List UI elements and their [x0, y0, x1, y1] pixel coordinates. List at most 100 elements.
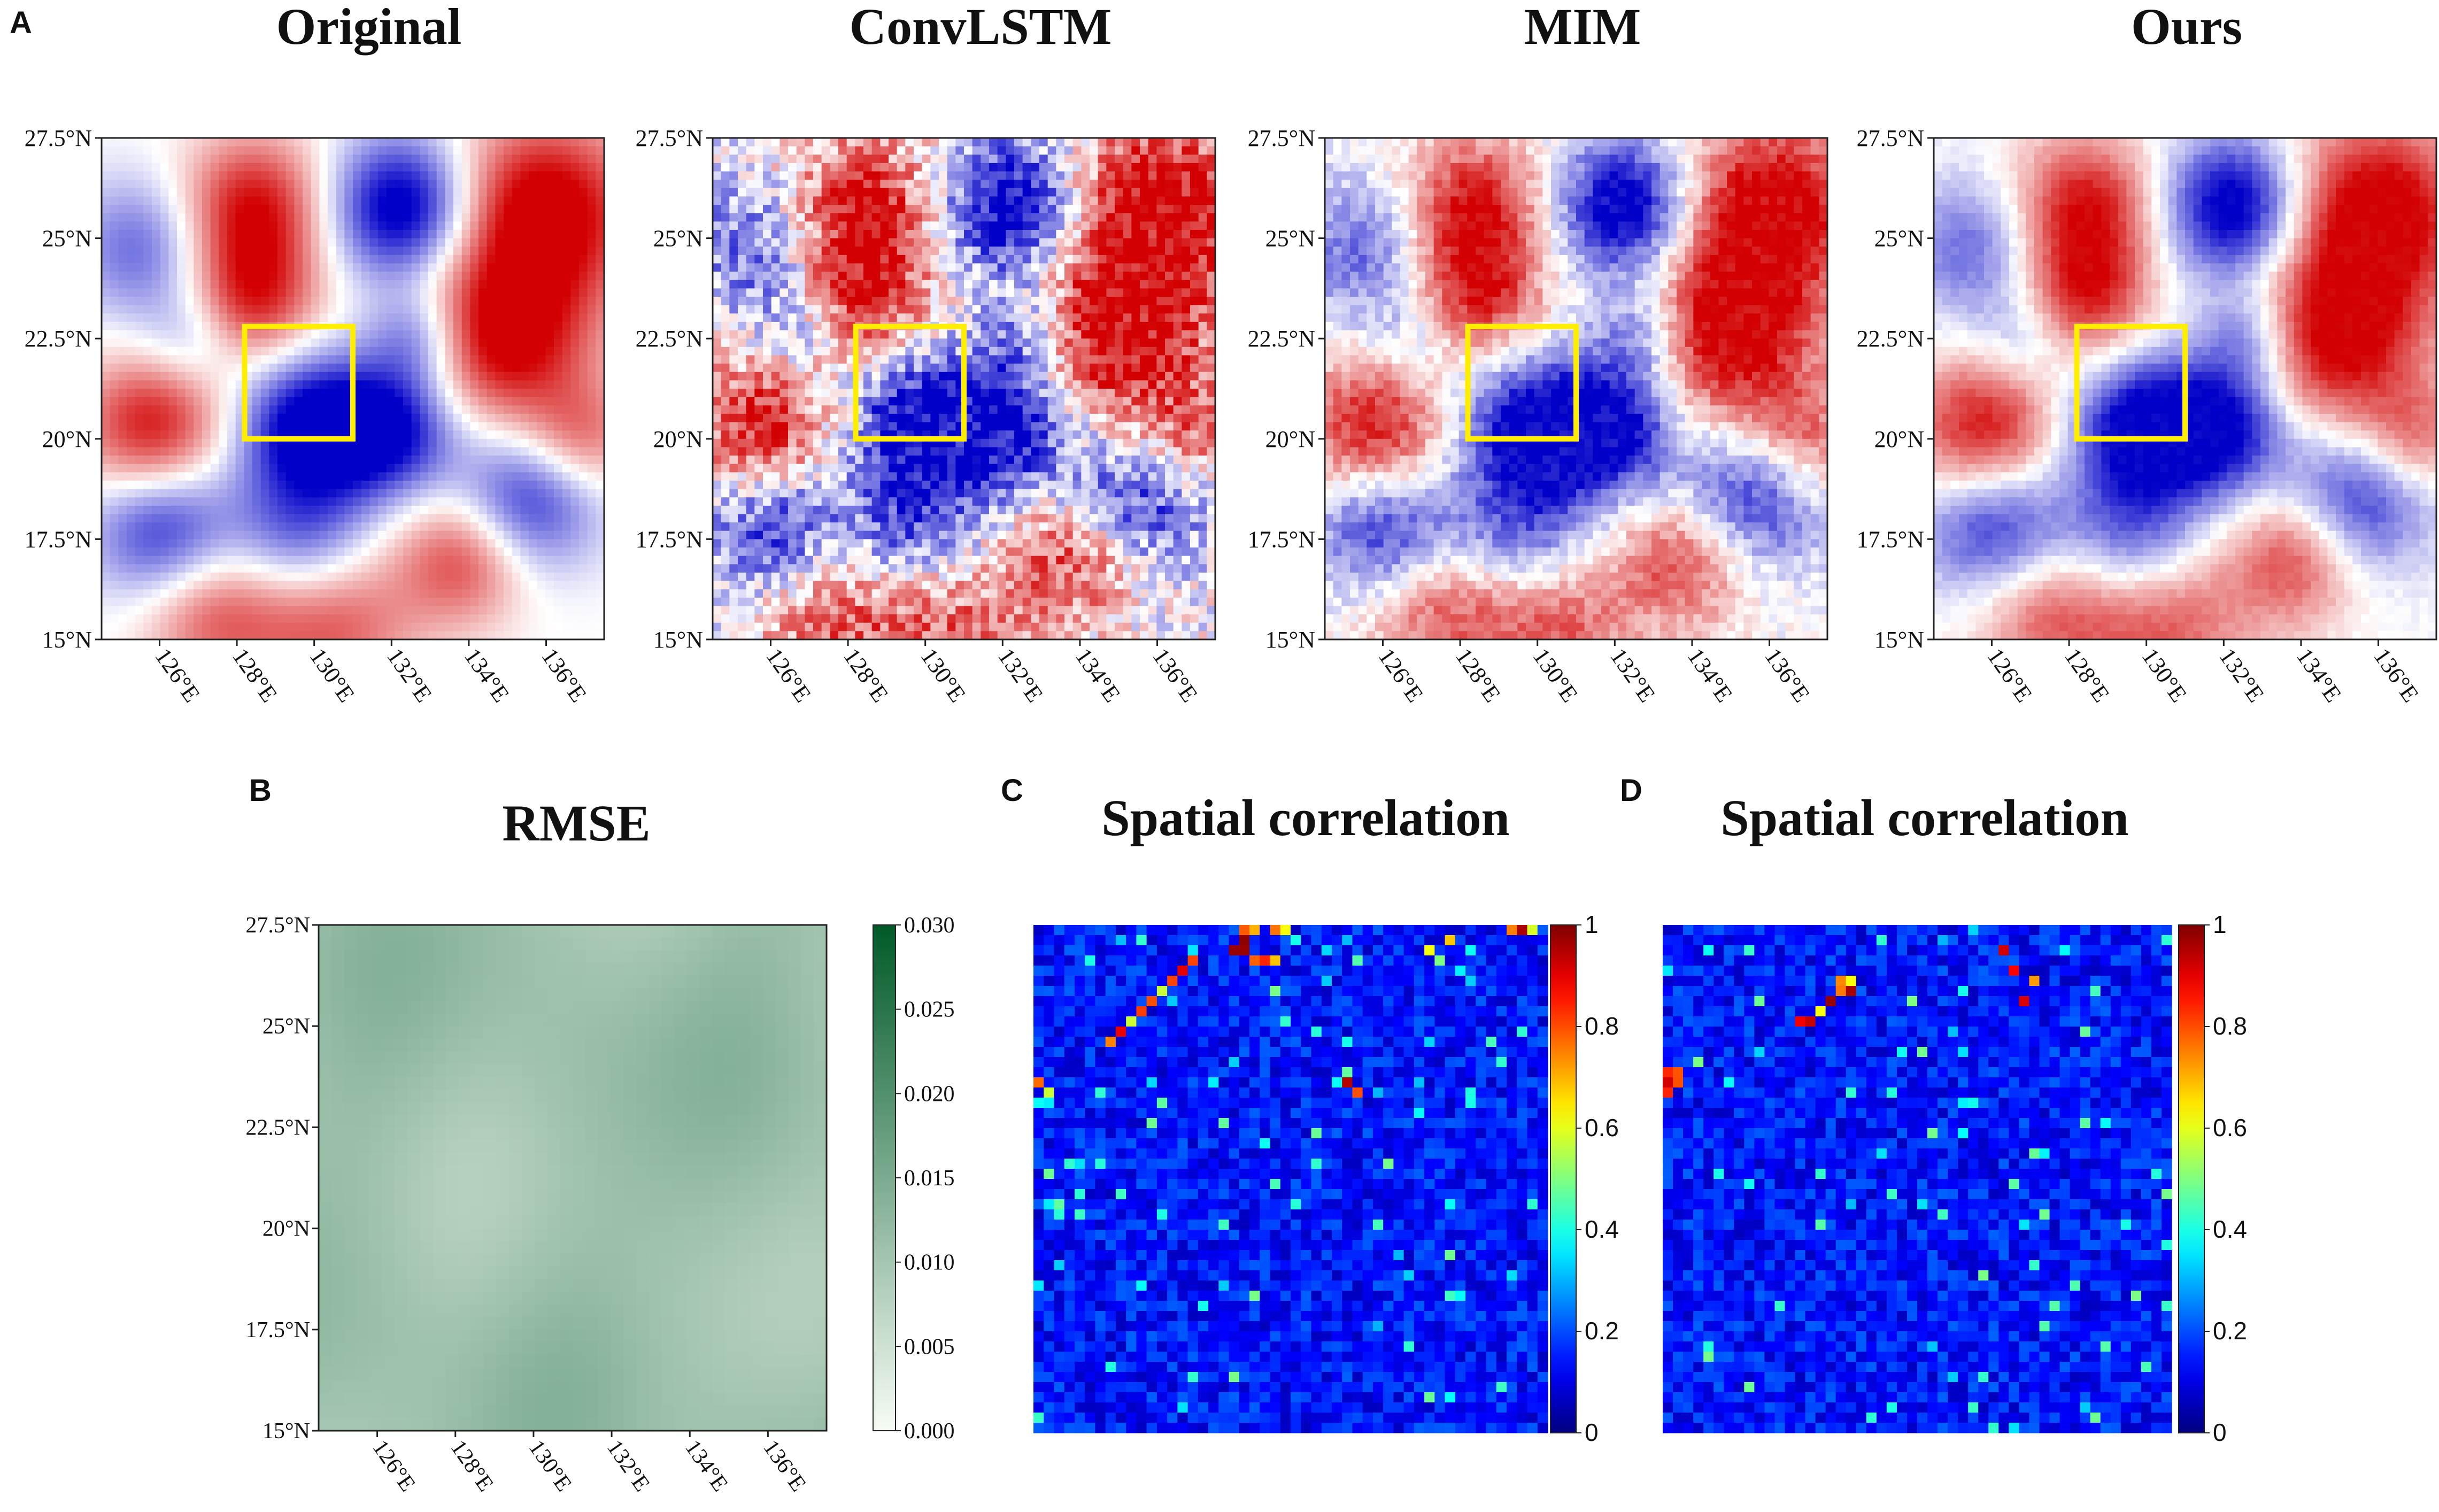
map-cell: [168, 313, 177, 322]
map-cell: [412, 355, 420, 364]
map-cell: [160, 272, 169, 280]
map-cell: [562, 246, 571, 255]
map-cell: [227, 146, 236, 155]
map-cell: [378, 180, 387, 188]
map-cell: [437, 338, 445, 347]
map-cell: [395, 255, 403, 264]
map-cell: [303, 264, 311, 272]
map-cell: [202, 238, 211, 247]
map-cell: [110, 288, 119, 297]
map-cell: [445, 313, 453, 322]
map-cell: [102, 205, 110, 213]
map-cell: [478, 347, 487, 356]
map-cell: [462, 213, 470, 222]
map-cell: [403, 347, 412, 356]
map-cell: [462, 313, 470, 322]
map-cell: [118, 347, 127, 356]
map-cell: [269, 255, 277, 264]
map-cell: [361, 205, 370, 213]
map-cell: [470, 213, 478, 222]
map-cell: [545, 355, 554, 364]
map-cell: [428, 297, 437, 305]
map-cell: [143, 255, 152, 264]
map-cell: [361, 155, 370, 163]
map-cell: [252, 338, 261, 347]
map-cell: [143, 188, 152, 197]
map-cell: [227, 313, 236, 322]
map-cell: [512, 146, 521, 155]
map-cell: [487, 146, 496, 155]
map-cell: [412, 288, 420, 297]
map-cell: [395, 280, 403, 289]
map-cell: [102, 272, 110, 280]
map-cell: [294, 313, 303, 322]
map-cell: [211, 163, 219, 172]
map-cell: [227, 172, 236, 180]
map-cell: [545, 272, 554, 280]
map-cell: [294, 255, 303, 264]
map-cell: [369, 221, 378, 230]
map-cell: [294, 246, 303, 255]
map-cell: [211, 230, 219, 238]
map-cell: [219, 288, 227, 297]
map-cell: [177, 213, 186, 222]
map-cell: [219, 280, 227, 289]
map-cell: [294, 288, 303, 297]
map-cell: [512, 238, 521, 247]
map-cell: [478, 221, 487, 230]
map-cell: [344, 238, 353, 247]
map-cell: [152, 246, 160, 255]
map-cell: [529, 205, 537, 213]
map-cell: [110, 330, 119, 339]
map-cell: [554, 188, 562, 197]
map-cell: [579, 230, 588, 238]
map-cell: [369, 163, 378, 172]
map-cell: [319, 355, 328, 364]
map-cell: [227, 221, 236, 230]
map-cell: [160, 255, 169, 264]
map-cell: [545, 180, 554, 188]
map-cell: [135, 246, 144, 255]
map-cell: [211, 313, 219, 322]
map-cell: [219, 196, 227, 205]
map-cell: [311, 205, 320, 213]
map-cell: [202, 146, 211, 155]
map-cell: [562, 138, 571, 146]
map-cell: [495, 213, 504, 222]
map-cell: [236, 221, 244, 230]
map-cell: [361, 330, 370, 339]
map-cell: [562, 347, 571, 356]
map-cell: [387, 313, 395, 322]
map-cell: [353, 138, 361, 146]
map-cell: [252, 330, 261, 339]
map-cell: [286, 288, 295, 297]
map-cell: [294, 188, 303, 197]
map-cell: [286, 338, 295, 347]
map-cell: [353, 172, 361, 180]
map-cell: [143, 221, 152, 230]
map-cell: [478, 272, 487, 280]
map-cell: [344, 246, 353, 255]
map-cell: [127, 196, 135, 205]
map-cell: [462, 188, 470, 197]
map-cell: [294, 213, 303, 222]
map-cell: [403, 146, 412, 155]
map-cell: [219, 305, 227, 314]
map-cell: [160, 322, 169, 330]
map-cell: [529, 280, 537, 289]
map-cell: [378, 313, 387, 322]
map-cell: [177, 355, 186, 364]
map-cell: [168, 264, 177, 272]
map-cell: [487, 230, 496, 238]
map-cell: [478, 338, 487, 347]
map-cell: [470, 297, 478, 305]
map-cell: [537, 322, 546, 330]
map-cell: [286, 205, 295, 213]
map-cell: [328, 297, 336, 305]
map-cell: [336, 297, 345, 305]
map-cell: [118, 330, 127, 339]
map-cell: [529, 230, 537, 238]
map-cell: [369, 313, 378, 322]
map-cell: [470, 205, 478, 213]
map-cell: [378, 347, 387, 356]
